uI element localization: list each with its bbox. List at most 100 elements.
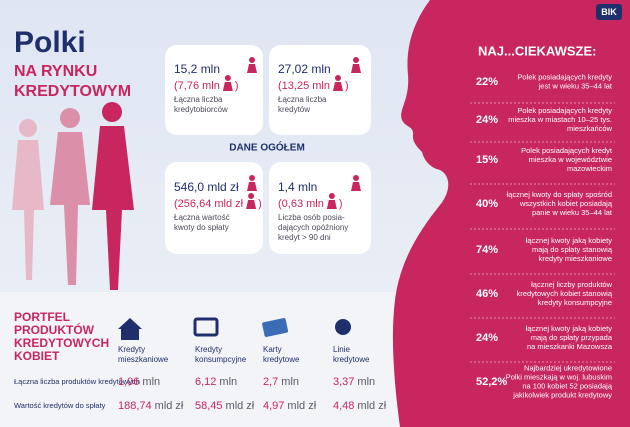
column-label: Linie [333,345,350,354]
card-icon [262,318,289,337]
fact-text: mieszka w województwie [529,155,612,164]
woman-icon [353,57,359,63]
logo: BIK [601,7,617,17]
fact-text: Najbardziej ukredytowione [524,363,612,372]
stat-women: ) [258,198,262,210]
row-value: 6,12 [195,376,216,388]
fact-percent: 22% [476,76,498,88]
stat-label: Łączna liczba [278,95,327,104]
row-value: 3,37 [333,376,354,388]
row-label: Łączna liczba produktów kredytowych [14,377,140,386]
coin-icon [335,319,351,335]
fact-text: Polek posiadających kredyty [517,106,612,115]
profile-silhouette [392,0,630,427]
fact-text: jest w wieku 35–44 lat [538,81,613,90]
title: Polki [14,26,86,59]
fact-percent: 15% [476,154,498,166]
woman-icon [249,175,255,181]
stat-label: Łączna liczba [174,95,223,104]
row-value: 4,48 [333,400,354,412]
fact-text: kredyty konsumpcyjne [538,298,612,307]
woman-icon [332,82,343,91]
fact-text: Polki mieszkają w woj. lubuskim [506,372,612,381]
row-value: 4,97 [263,400,284,412]
fact-text: mają do spłaty stanowią [532,245,613,254]
stat-box [269,162,371,254]
woman-icon [246,200,257,209]
fact-percent: 46% [476,288,498,300]
stat-value: 15,2 mln [174,62,220,76]
woman-icon [249,57,255,63]
row-unit: mln [281,376,299,388]
row-value: 2,7 [263,376,278,388]
row-value: 188,74 [118,400,152,412]
row-unit: mld zł [287,400,316,412]
stat-box [165,45,263,135]
tv-icon [193,317,219,337]
row-label: Wartość kredytów do spłaty [14,401,106,410]
woman-icon [248,193,255,199]
fact-percent: 74% [476,244,498,256]
row-unit: mln [142,376,160,388]
fact-text: wszystkich kobiet posiadają [519,199,613,208]
stat-women: (7,76 mln [174,80,220,92]
row-unit: mld zł [357,400,386,412]
logo-badge [596,4,622,20]
column-label: konsumpcyjne [195,355,247,364]
fact-text: panie w wieku 35–44 lat [532,208,613,217]
fact-percent: 24% [476,332,498,344]
portfolio-title: PORTFEL [14,310,70,324]
fact-text: łącznej kwoty do spłaty spośród [507,190,612,199]
row-unit: mld zł [155,400,184,412]
fact-text: mieszka w miastach 10–25 tys. [508,115,612,124]
stat-label: Liczba osób posia- [278,213,345,222]
column-label: Kredyty [195,345,222,354]
woman-icon [247,182,257,191]
bottom-panel [0,292,410,427]
fact-text: kredyty mieszkaniowe [539,254,612,263]
stat-women: ) [235,80,239,92]
column-label: kredytowe [333,355,370,364]
woman-icon [351,64,361,73]
stat-label: kwoty do spłaty [174,223,229,232]
column-label: Kredyty [118,345,145,354]
portfolio-title: KREDYTOWYCH [14,336,109,350]
fact-text: kredytowych kobiet stanowią [517,289,613,298]
row-unit: mld zł [226,400,255,412]
fact-percent: 24% [476,114,498,126]
column-label: Karty [263,345,282,354]
portfolio-title: KOBIET [14,349,60,363]
woman-icon [222,82,233,91]
woman-icon [224,75,231,81]
fact-text: na 100 kobiet 52 posiadają [522,381,612,390]
woman-icon [247,64,257,73]
stat-women: (256,64 mld zł [174,198,244,210]
woman-icon [326,200,337,209]
woman-icon [353,175,359,181]
woman-icon [334,75,341,81]
row-value: 1,06 [118,376,139,388]
row-unit: mln [357,376,375,388]
subtitle: NA RYNKU [14,63,97,80]
facts-title: NAJ...CIEKAWSZE: [478,43,596,58]
fact-text: łącznej kwoty jaką kobiety [526,324,613,333]
subtitle: KREDYTOWYM [14,83,131,100]
overview-title: DANE OGÓŁEM [229,141,305,154]
fact-text: mieszkańców [567,124,613,133]
fact-text: jakikolwiek produkt kredytowy [512,390,612,399]
stat-value: 27,02 mln [278,62,331,76]
fact-text: mają do spłaty przypada [531,333,613,342]
stat-women: ) [345,80,349,92]
row-value: 58,45 [195,400,223,412]
fact-text: łącznej liczby produktów [531,280,612,289]
fact-text: na mieszkanki Mazowsza [527,342,613,351]
woman-icon [351,182,361,191]
stat-women: ) [339,198,343,210]
stat-box [269,45,371,135]
fact-percent: 40% [476,198,498,210]
row-unit: mln [219,376,237,388]
stat-label: kredytów [278,105,310,114]
stat-label: kredytobiorców [174,105,228,114]
fact-percent: 52,2% [476,376,507,388]
